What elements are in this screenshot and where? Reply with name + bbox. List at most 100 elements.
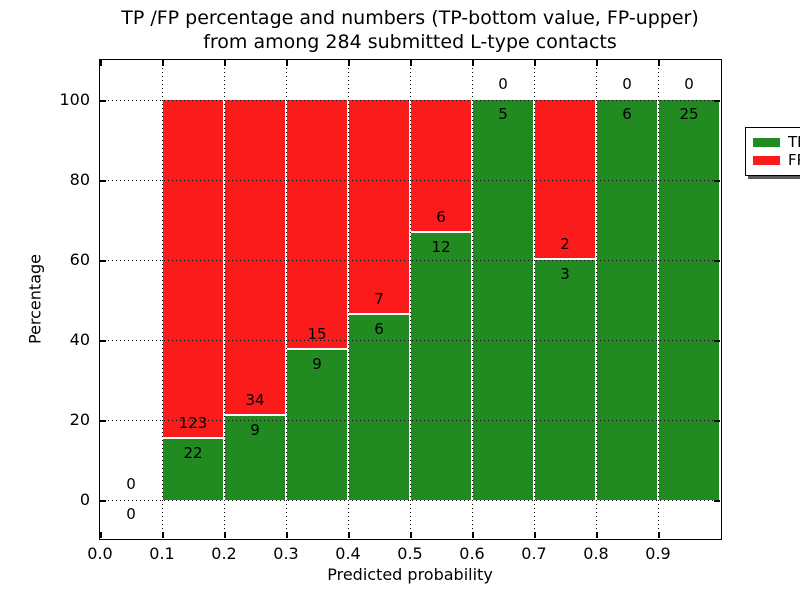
grid-line-vertical [410,60,411,538]
x-tick-label: 0.7 [521,544,547,563]
bar-tp [287,350,347,500]
legend-fp-swatch-icon [753,156,780,165]
axes-frame [98,58,722,540]
tp-count-label: 0 [126,505,136,523]
y-tick-label: 0 [79,490,90,509]
grid-line-horizontal [100,340,720,341]
x-tick-label: 0.1 [149,544,175,563]
grid-line-horizontal [100,100,720,101]
x-tick-label: 0.0 [87,544,113,563]
tp-count-label: 6 [374,320,384,339]
x-tick-label: 0.4 [335,544,361,563]
legend-tp-label: TP [788,133,800,151]
grid-line-horizontal [100,260,720,261]
x-tick-label: 0.5 [397,544,423,563]
x-tick-label: 0.6 [459,544,485,563]
bar-tp [225,416,285,500]
y-tick [100,420,106,422]
bar-fp [349,100,409,316]
x-tick [100,532,102,538]
fp-count-label: 0 [498,75,508,93]
y-tick [100,340,106,342]
x-tick [348,532,350,538]
x-tick [100,60,102,66]
y-tick-label: 40 [69,330,90,349]
x-tick [472,60,474,66]
x-tick [596,60,598,66]
fp-count-label: 6 [436,208,446,227]
fp-count-label: 123 [178,414,208,433]
fp-count-label: 7 [374,290,384,309]
bar-tp [163,439,223,500]
fp-count-label: 15 [307,325,327,343]
fp-count-label: 2 [560,235,570,253]
grid-line-vertical [224,60,225,538]
chart-title-line-1: TP /FP percentage and numbers (TP-bottom… [121,7,699,29]
x-tick [224,60,226,66]
bar-fp [411,100,471,234]
y-tick [714,420,720,422]
y-tick [714,260,720,262]
x-tick [410,60,412,66]
y-tick [714,100,720,102]
x-axis-label: Predicted probability [327,565,493,584]
legend-item-fp: FP [753,152,800,169]
grid-line-vertical [472,60,473,538]
bar-fp [225,100,285,417]
tp-count-label: 22 [183,444,203,463]
y-tick-label: 80 [69,170,90,189]
x-tick [658,532,660,538]
x-tick [534,60,536,66]
grid-line-vertical [596,60,597,538]
x-tick [286,532,288,538]
x-tick-label: 0.2 [211,544,237,563]
tp-count-label: 25 [679,105,699,123]
fp-count-label: 34 [245,391,265,410]
grid-line-vertical [162,60,163,538]
x-tick [410,532,412,538]
y-tick-label: 60 [69,250,90,269]
bar-tp [411,233,471,500]
bar-tp [659,100,719,500]
fp-count-label: 0 [684,75,694,93]
tp-count-label: 9 [312,355,322,373]
tp-count-label: 3 [560,265,570,283]
tp-count-label: 6 [622,105,632,123]
bar-tp [535,260,595,500]
y-tick [100,180,106,182]
chart-title-line-2: from among 284 submitted L-type contacts [203,30,617,53]
y-tick-label: 20 [69,410,90,429]
legend-tp-swatch-icon [753,138,780,147]
y-tick [100,260,106,262]
x-tick [534,532,536,538]
x-tick [348,60,350,66]
fp-count-label: 0 [126,475,136,493]
grid-line-horizontal [100,500,720,501]
x-tick-label: 0.8 [583,544,609,563]
y-tick [100,100,106,102]
legend: TP FP [745,127,800,176]
tp-count-label: 12 [431,238,451,257]
bar-tp [349,315,409,500]
legend-item-tp: TP [753,134,800,151]
x-tick [286,60,288,66]
grid-line-horizontal [100,420,720,421]
y-tick-label: 100 [59,90,90,109]
bar-fp [287,100,347,350]
chart-title: TP /FP percentage and numbers (TP-bottom… [121,7,699,54]
x-tick [162,60,164,66]
x-tick-label: 0.3 [273,544,299,563]
grid-line-vertical [286,60,287,538]
grid-line-vertical [348,60,349,538]
grid-line-horizontal [100,180,720,181]
bar-tp [597,100,657,500]
tp-count-label: 9 [250,421,260,440]
grid-line-vertical [658,60,659,538]
x-tick [224,532,226,538]
x-tick [162,532,164,538]
x-tick [472,532,474,538]
plot-area: TP FP 0 0 123 22 34 9 15 9 7 6 6 12 0 5 2 3 0 6 0 25 [98,58,800,540]
y-tick [100,500,106,502]
y-tick [714,340,720,342]
